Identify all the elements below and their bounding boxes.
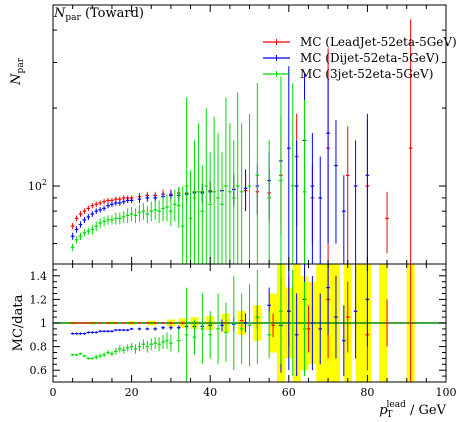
- legend-label: MC (LeadJet-52eta-5GeV): [300, 35, 457, 49]
- ratio-y-axis-label: MC/data: [11, 294, 26, 351]
- ratio-panel: 0 20 40 60 80 100 0.6 0.8 1 1.2 1.4: [30, 263, 457, 399]
- y-tick-label: 0.6: [30, 364, 48, 377]
- x-tick-label: 0: [50, 386, 57, 399]
- main-series-2: [70, 76, 307, 264]
- x-tick-label: 60: [282, 386, 296, 399]
- legend: MC (LeadJet-52eta-5GeV) MC (Dijet-52eta-5…: [263, 35, 457, 81]
- y-tick-label: 102: [28, 178, 47, 193]
- main-title: Npar (Toward): [53, 6, 144, 23]
- main-y-axis-label: Npar: [9, 57, 26, 86]
- x-tick-label: 40: [203, 386, 217, 399]
- x-axis-label: pTlead / GeV: [379, 400, 446, 420]
- ratio-series-2: [70, 264, 307, 382]
- main-panel: 102: [28, 4, 447, 265]
- x-tick-label: 80: [360, 386, 374, 399]
- legend-label: MC (Dijet-52eta-5GeV): [300, 51, 439, 65]
- legend-label: MC (3jet-52eta-5GeV): [300, 67, 433, 81]
- y-tick-label: 0.8: [30, 341, 48, 354]
- y-tick-label: 1.2: [30, 293, 48, 306]
- x-tick-label: 20: [125, 386, 139, 399]
- y-tick-label: 1: [40, 317, 47, 330]
- x-tick-label: 100: [436, 386, 457, 399]
- y-tick-label: 1.4: [30, 270, 48, 283]
